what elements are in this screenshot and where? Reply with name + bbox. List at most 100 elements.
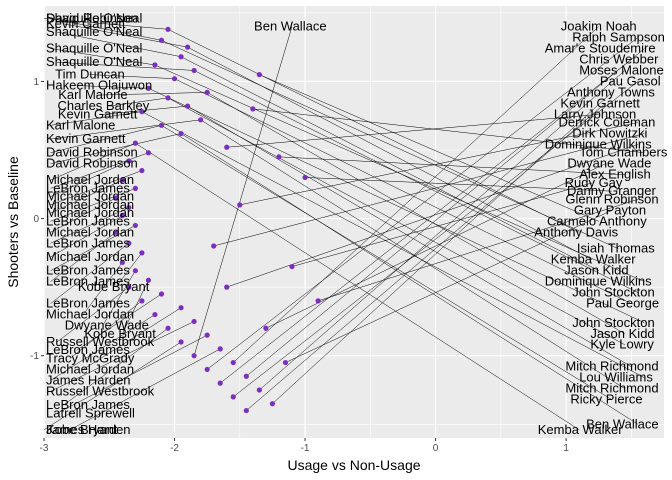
label-segment <box>239 122 638 206</box>
data-point <box>191 67 197 74</box>
label-segment <box>167 29 580 233</box>
label-segment <box>115 252 143 288</box>
point-label: Anthony Davis <box>534 224 618 239</box>
label-segments <box>43 18 645 430</box>
label-segment <box>109 97 169 107</box>
label-segment <box>50 321 195 392</box>
y-axis-ticks: -1 0 1 <box>30 77 44 362</box>
point-label: Kevin Garnett <box>46 131 126 146</box>
label-segment <box>69 348 221 430</box>
y-axis-title: Shooters vs Baseline <box>5 156 21 288</box>
label-segment <box>180 133 639 425</box>
data-point <box>178 339 184 345</box>
point-label: Ben Wallace <box>586 416 659 431</box>
point-label: LeBron James <box>46 274 130 289</box>
label-segment <box>43 18 169 30</box>
label-segment <box>226 114 599 148</box>
data-point <box>217 380 223 386</box>
point-label: LeBron James <box>46 235 130 250</box>
point-label: David Robinson <box>46 156 138 171</box>
point-label: LeBron James <box>46 397 130 412</box>
point-label: David Robinson <box>46 10 138 25</box>
point-label: Lou Williams <box>579 370 653 385</box>
y-tick-label: 0 <box>33 214 39 225</box>
data-point <box>250 106 256 112</box>
data-point <box>145 85 152 91</box>
point-label: Jason Kidd <box>564 263 628 278</box>
point-label: James Harden <box>46 372 131 387</box>
point-label: Carmelo Anthony <box>547 213 647 228</box>
label-segment <box>187 105 632 367</box>
point-label: James Harden <box>46 422 131 437</box>
point-label: Charles Barkley <box>58 98 150 113</box>
data-point <box>132 222 138 229</box>
data-point <box>132 185 138 191</box>
point-label: Kevin Garnett <box>58 106 138 121</box>
data-point <box>184 103 191 109</box>
point-label: Dwyane Wade <box>567 156 651 171</box>
label-segment <box>63 328 169 406</box>
point-label: Karl Malone <box>58 87 127 102</box>
data-point <box>191 353 197 359</box>
data-point <box>315 298 321 304</box>
label-segment <box>50 160 129 197</box>
point-label: Kevin Garnett <box>560 95 640 110</box>
data-point <box>152 62 158 68</box>
data-point <box>152 311 158 318</box>
label-segment <box>89 74 175 79</box>
point-label: Joakim Noah <box>561 19 637 34</box>
label-segment <box>56 334 208 414</box>
point-label: Shaquille O'Neal <box>46 41 143 56</box>
label-segment <box>50 48 155 66</box>
data-point <box>139 167 145 174</box>
label-segment <box>265 163 606 329</box>
x-tick-label: 1 <box>563 443 569 454</box>
data-point <box>178 54 184 60</box>
point-label: Kobe Bryant <box>84 326 156 341</box>
label-segment <box>43 341 182 430</box>
label-segment <box>57 31 182 57</box>
point-label: Dwyane Wade <box>65 318 149 333</box>
point-label: Karl Malone <box>46 117 115 132</box>
label-segment <box>135 142 580 430</box>
data-point <box>178 305 184 311</box>
data-point <box>184 44 191 50</box>
label-segment <box>174 78 632 304</box>
label-segment <box>50 232 116 282</box>
label-segment <box>50 188 136 222</box>
label-segment <box>83 307 182 370</box>
point-label: Michael Jordan <box>46 249 134 264</box>
data-point <box>126 205 132 211</box>
data-point <box>139 109 145 115</box>
point-label: Pau Gasol <box>600 73 661 88</box>
label-segment <box>69 300 143 359</box>
data-point <box>132 140 138 146</box>
data-point <box>256 71 262 78</box>
point-label: David Robinson <box>46 145 138 160</box>
label-segment <box>161 125 612 400</box>
point-label: Tim Duncan <box>55 67 125 82</box>
data-point <box>256 387 262 393</box>
label-segment <box>122 280 149 334</box>
point-label: Hakeem Olajuwon <box>46 78 152 93</box>
label-segment <box>207 92 625 334</box>
point-label: Jason Kidd <box>590 326 654 341</box>
grid-minor <box>44 6 664 438</box>
data-point <box>178 130 184 137</box>
data-point <box>165 325 171 331</box>
x-axis-title: Usage vs Non-Usage <box>287 457 420 473</box>
label-segment <box>102 270 136 326</box>
point-label: Rudy Gay <box>565 175 623 190</box>
data-point <box>289 263 295 270</box>
label-segment <box>50 18 162 41</box>
point-label: Ricky Pierce <box>570 392 642 407</box>
label-segment <box>193 70 639 293</box>
point-label: Michael Jordan <box>46 307 134 322</box>
x-tick-label: -3 <box>40 443 49 454</box>
point-label: Kemba Walker <box>538 422 623 437</box>
label-segment <box>233 81 639 398</box>
point-label: Chris Webber <box>579 51 659 66</box>
data-point <box>276 154 282 160</box>
point-label: Shaquille O'Neal <box>46 24 143 39</box>
